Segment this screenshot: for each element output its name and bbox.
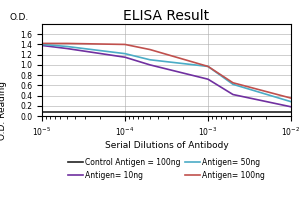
Antigen= 10ng [289, 106, 293, 108]
Line: Antigen= 10ng: Antigen= 10ng [42, 45, 291, 107]
Antigen= 100ng [231, 82, 235, 84]
Antigen= 50ng [289, 100, 293, 103]
Text: O.D.: O.D. [10, 13, 29, 22]
Line: Antigen= 50ng: Antigen= 50ng [42, 44, 291, 102]
Antigen= 50ng [40, 43, 44, 46]
Control Antigen = 100ng [123, 111, 127, 113]
Antigen= 10ng [206, 78, 210, 80]
Antigen= 100ng [65, 42, 69, 45]
Antigen= 50ng [123, 52, 127, 55]
X-axis label: Serial Dilutions of Antibody: Serial Dilutions of Antibody [105, 141, 228, 150]
Antigen= 100ng [148, 48, 152, 51]
Title: ELISA Result: ELISA Result [123, 9, 210, 23]
Text: O.D. Reading: O.D. Reading [0, 80, 8, 140]
Antigen= 10ng [123, 56, 127, 58]
Antigen= 50ng [206, 65, 210, 68]
Antigen= 10ng [231, 93, 235, 96]
Control Antigen = 100ng [289, 111, 293, 113]
Antigen= 50ng [231, 83, 235, 86]
Antigen= 50ng [65, 45, 69, 48]
Antigen= 50ng [148, 59, 152, 61]
Control Antigen = 100ng [40, 111, 44, 113]
Antigen= 100ng [123, 43, 127, 46]
Antigen= 10ng [65, 47, 69, 50]
Legend: Control Antigen = 100ng, Antigen= 10ng, Antigen= 50ng, Antigen= 100ng: Control Antigen = 100ng, Antigen= 10ng, … [65, 155, 268, 183]
Antigen= 100ng [206, 65, 210, 68]
Antigen= 100ng [289, 97, 293, 99]
Control Antigen = 100ng [206, 111, 210, 113]
Antigen= 10ng [40, 44, 44, 47]
Antigen= 10ng [148, 64, 152, 66]
Line: Antigen= 100ng: Antigen= 100ng [42, 43, 291, 98]
Antigen= 100ng [40, 42, 44, 45]
